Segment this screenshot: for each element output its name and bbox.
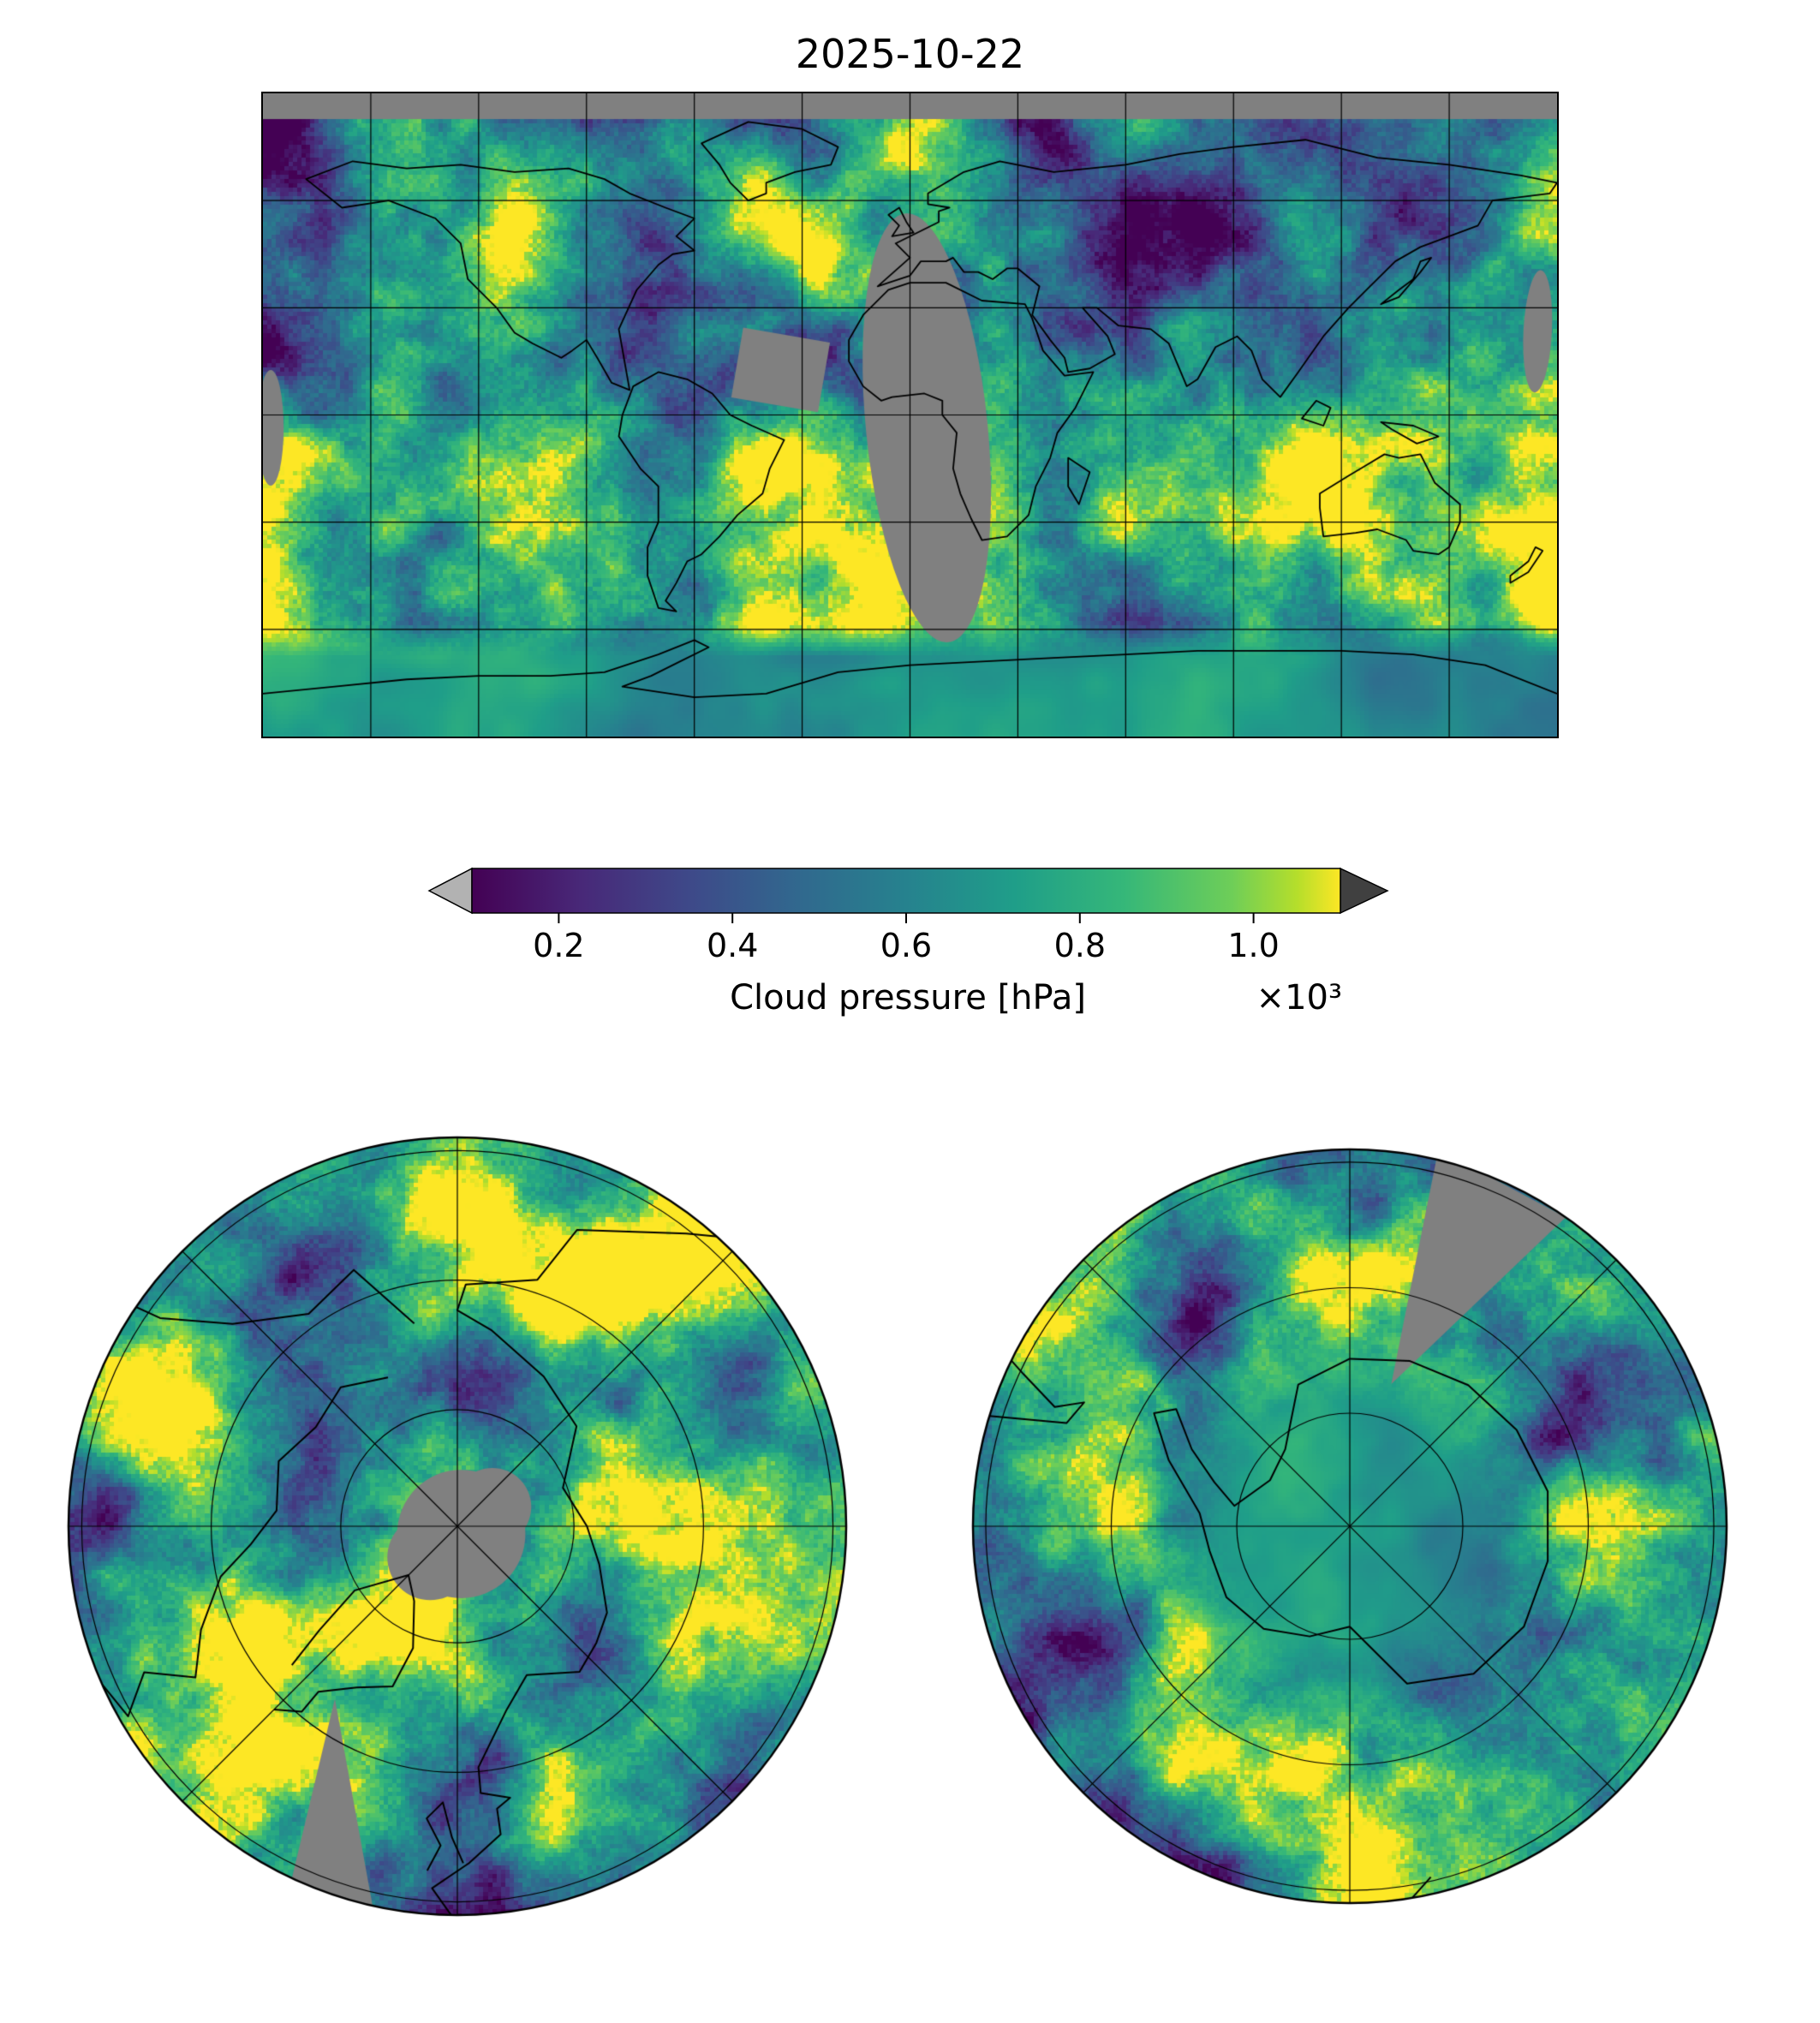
colorbar [427,867,1389,923]
colorbar-label: Cloud pressure [hPa] [730,978,1086,1017]
colorbar-multiplier: ×10³ [1256,978,1342,1017]
colorbar-tick-label: 0.8 [1053,927,1107,964]
colorbar-over-arrow [1340,867,1389,915]
figure-title: 2025-10-22 [795,31,1025,77]
colorbar-tick-label: 1.0 [1227,927,1280,964]
colorbar-under-arrow [427,867,473,915]
colorbar-tick-label: 0.2 [533,927,585,964]
colorbar-ticks: 0.2 0.4 0.6 0.8 1.0 [422,927,1394,970]
south-polar-map-canvas [970,1147,1729,1906]
colorbar-tick-label: 0.6 [880,927,933,964]
global-map-canvas [263,93,1557,737]
global-map-panel [261,92,1559,738]
colorbar-tick-label: 0.4 [706,927,759,964]
north-polar-map-canvas [66,1135,849,1918]
colorbar-gradient [471,868,1341,914]
